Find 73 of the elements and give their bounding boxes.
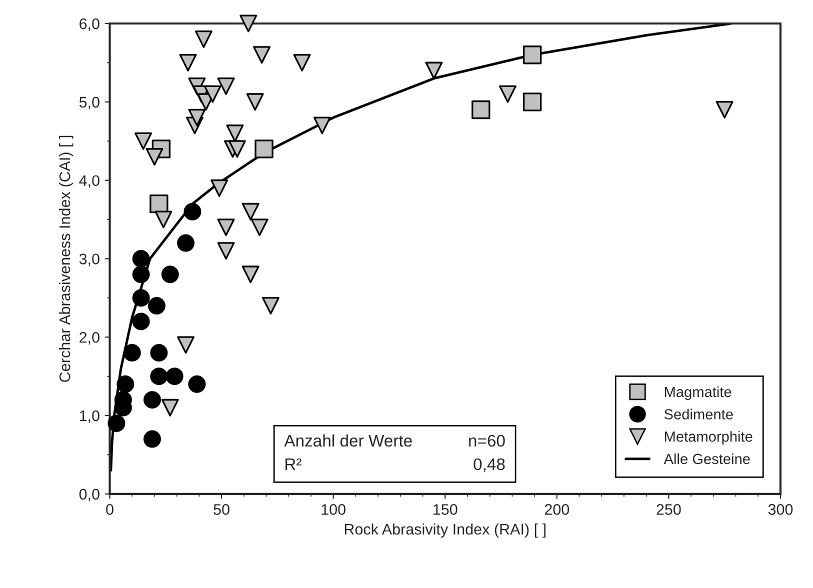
- point: [177, 234, 195, 252]
- point: [293, 54, 311, 72]
- point: [154, 210, 172, 228]
- point: [425, 62, 443, 80]
- point: [188, 375, 206, 393]
- y-tick-label: 0,0: [79, 488, 100, 502]
- point: [498, 85, 516, 103]
- x-tick-label: 150: [434, 504, 458, 515]
- point: [522, 92, 542, 112]
- point: [472, 100, 490, 120]
- annotation: n=60: [469, 434, 505, 447]
- x-tick-label: 300: [768, 504, 793, 515]
- y-tick-label: 2,0: [80, 332, 100, 345]
- point: [184, 202, 202, 220]
- point: [313, 116, 331, 134]
- point: [150, 194, 168, 214]
- point: [250, 218, 268, 236]
- legend-label: Sedimente: [664, 408, 733, 420]
- legend-label: Metamorphite: [664, 431, 752, 445]
- annotation: 0,48: [474, 458, 505, 472]
- point: [204, 85, 222, 103]
- point: [148, 297, 166, 315]
- point: [194, 30, 212, 48]
- point: [188, 108, 206, 126]
- y-tick-label: 3,0: [79, 254, 100, 266]
- point: [262, 297, 280, 315]
- point: [132, 266, 150, 284]
- point: [242, 202, 260, 220]
- x-tick-label: 100: [322, 504, 346, 515]
- x-tick-label: 50: [214, 504, 230, 515]
- point: [716, 101, 734, 119]
- y-tick-label: 4,0: [79, 175, 100, 188]
- point: [161, 266, 179, 284]
- point: [217, 218, 235, 236]
- point: [254, 140, 274, 158]
- point: [123, 344, 141, 362]
- annotation: Anzahl der Werte: [284, 434, 412, 447]
- y-tick-label: 1,0: [80, 410, 100, 424]
- x-axis-title: Rock Abrasivity Index (RAI) [ ]: [344, 523, 546, 538]
- point: [116, 375, 134, 393]
- x-tick-label: 200: [544, 504, 570, 515]
- point: [150, 368, 168, 386]
- point: [226, 124, 244, 142]
- point: [253, 46, 271, 64]
- point: [132, 312, 150, 330]
- legend-label: Magmatite: [664, 386, 732, 400]
- point: [177, 336, 195, 354]
- point: [132, 289, 150, 307]
- x-tick-label: 250: [656, 504, 681, 515]
- point: [108, 414, 126, 432]
- point: [179, 54, 197, 72]
- point: [143, 430, 161, 448]
- x-tick-label: 0: [106, 504, 114, 515]
- point: [217, 77, 235, 95]
- point: [242, 266, 260, 284]
- point: [150, 344, 168, 362]
- point: [161, 398, 179, 416]
- point: [522, 46, 542, 64]
- y-tick-label: 6,0: [80, 18, 100, 32]
- point: [246, 93, 264, 111]
- point: [166, 368, 184, 386]
- y-axis-title: Cerchar Abrasiveness Index (CAI) [ ]: [59, 136, 74, 382]
- legend-label: Alle Gesteine: [664, 453, 750, 464]
- point: [240, 14, 258, 32]
- annotation: R²: [286, 458, 302, 470]
- y-tick-label: 5,0: [79, 96, 100, 110]
- point: [210, 179, 228, 197]
- point: [134, 132, 152, 150]
- point: [143, 391, 161, 409]
- point: [132, 250, 150, 268]
- point: [146, 148, 164, 166]
- point: [217, 242, 235, 260]
- point: [228, 140, 246, 158]
